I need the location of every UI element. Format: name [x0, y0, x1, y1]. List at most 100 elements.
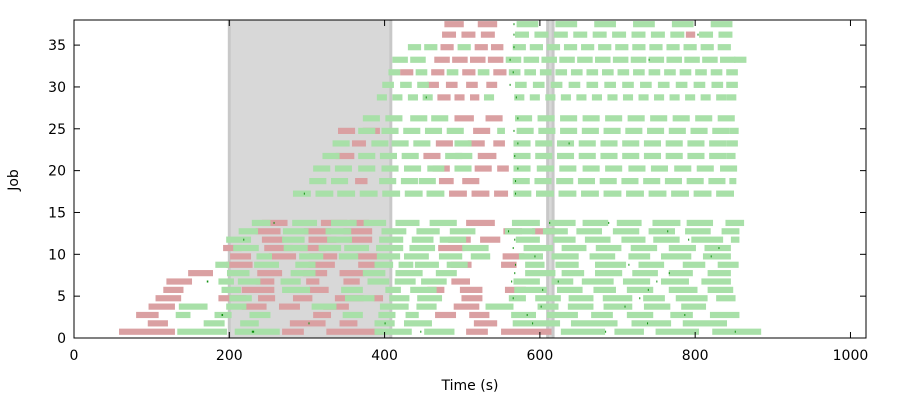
running-bar-10-2	[318, 244, 342, 252]
running-bar-12-9	[612, 228, 640, 235]
running-bar-2-2	[249, 311, 271, 319]
running-bar-17-8	[556, 152, 575, 160]
running-bar-11-3	[379, 236, 404, 243]
waiting-bar-18-1	[435, 140, 453, 147]
waiting-bar-23-2	[462, 69, 476, 76]
event-marker-21-0	[425, 96, 427, 99]
waiting-bar-4-2	[258, 295, 276, 302]
waiting-bar-6-4	[451, 278, 470, 285]
running-bar-27-1	[555, 21, 578, 28]
running-bar-5-9	[668, 286, 698, 293]
waiting-bar-11-0	[261, 236, 284, 243]
running-bar-0-6	[655, 328, 700, 335]
event-marker-5-0	[542, 288, 544, 291]
waiting-bar-14-1	[471, 190, 490, 197]
running-bar-26-6	[631, 31, 646, 38]
running-bar-7-6	[561, 270, 585, 277]
running-bar-1-6	[631, 320, 672, 327]
waiting-bar-19-0	[338, 127, 356, 134]
event-marker-8-1	[628, 263, 630, 266]
running-bar-2-10	[670, 311, 693, 319]
waiting-bar-6-1	[255, 278, 275, 285]
waiting-bar-13-3	[466, 219, 495, 227]
waiting-bar-23-1	[431, 69, 445, 76]
running-bar-22-3	[515, 81, 527, 88]
running-bar-23-1	[415, 69, 428, 76]
running-bar-20-10	[650, 115, 668, 122]
running-bar-7-9	[668, 270, 693, 277]
running-bar-16-2	[358, 165, 376, 172]
waiting-bar-5-4	[459, 286, 483, 293]
running-bar-24-15	[734, 56, 747, 63]
event-marker-22-0	[509, 83, 511, 86]
running-bar-15-2	[379, 177, 397, 185]
running-bar-20-12	[695, 115, 713, 122]
waiting-bar-27-0	[444, 21, 464, 28]
running-bar-1-0	[203, 320, 225, 327]
running-bar-3-10	[681, 303, 707, 310]
running-bar-17-14	[687, 152, 705, 160]
running-bar-11-4	[411, 236, 434, 243]
event-marker-27-0	[513, 23, 515, 26]
running-bar-12-3	[381, 228, 407, 235]
waiting-bar-22-2	[466, 81, 478, 88]
waiting-bar-11-2	[349, 236, 373, 243]
running-bar-9-6	[470, 253, 491, 260]
running-bar-25-10	[632, 44, 646, 51]
running-bar-9-7	[518, 253, 543, 260]
waiting-bar-17-0	[335, 152, 355, 160]
event-marker-6-1	[511, 280, 513, 283]
running-bar-16-4	[404, 165, 422, 172]
running-bar-21-6	[529, 94, 540, 101]
running-bar-14-8	[536, 190, 554, 197]
event-marker-13-1	[549, 221, 551, 224]
waiting-bar-13-0	[261, 219, 288, 227]
running-bar-3-9	[643, 303, 671, 310]
running-bar-15-0	[309, 177, 327, 185]
running-bar-16-7	[513, 165, 531, 172]
running-bar-25-3	[512, 44, 526, 51]
event-marker-1-3	[647, 322, 649, 325]
running-bar-14-9	[558, 190, 577, 197]
running-bar-26-7	[650, 31, 665, 38]
running-bar-25-8	[598, 44, 612, 51]
y-tick-label-7: 35	[48, 38, 66, 54]
running-bar-19-16	[729, 127, 739, 134]
running-bar-15-12	[664, 177, 682, 185]
waiting-bar-21-1	[454, 94, 465, 101]
running-bar-8-10	[638, 261, 665, 268]
waiting-bar-8-0	[226, 261, 253, 268]
waiting-bar-26-0	[442, 31, 457, 38]
event-marker-9-0	[534, 255, 536, 258]
running-bar-11-6	[515, 236, 540, 243]
waiting-bar-8-1	[308, 261, 335, 268]
waiting-bar-2-0	[136, 311, 159, 319]
waiting-bar-24-3	[487, 56, 504, 63]
running-bar-20-13	[717, 115, 735, 122]
waiting-bar-8-4	[501, 261, 517, 268]
running-bar-16-11	[605, 165, 623, 172]
running-bar-16-10	[582, 165, 600, 172]
running-bar-13-0	[251, 219, 271, 227]
running-bar-21-16	[685, 94, 696, 101]
running-bar-16-8	[536, 165, 554, 172]
running-bar-14-6	[426, 190, 445, 197]
running-bar-1-4	[512, 320, 561, 327]
waiting-bar-7-1	[257, 270, 283, 277]
running-bar-25-12	[666, 44, 680, 51]
waiting-bar-15-0	[355, 177, 368, 185]
running-bar-19-8	[560, 127, 578, 134]
running-bar-8-1	[254, 261, 279, 268]
waiting-bar-5-2	[309, 286, 329, 293]
running-bar-21-8	[560, 94, 571, 101]
event-marker-24-0	[509, 58, 511, 61]
running-bar-10-12	[704, 244, 731, 252]
running-bar-13-4	[395, 219, 420, 227]
running-bar-25-2	[457, 44, 471, 51]
running-bar-21-13	[638, 94, 649, 101]
waiting-bar-17-1	[423, 152, 441, 160]
running-bar-27-4	[671, 21, 694, 28]
running-bar-26-5	[612, 31, 627, 38]
event-marker-24-1	[648, 58, 650, 61]
running-bar-18-7	[556, 140, 575, 147]
